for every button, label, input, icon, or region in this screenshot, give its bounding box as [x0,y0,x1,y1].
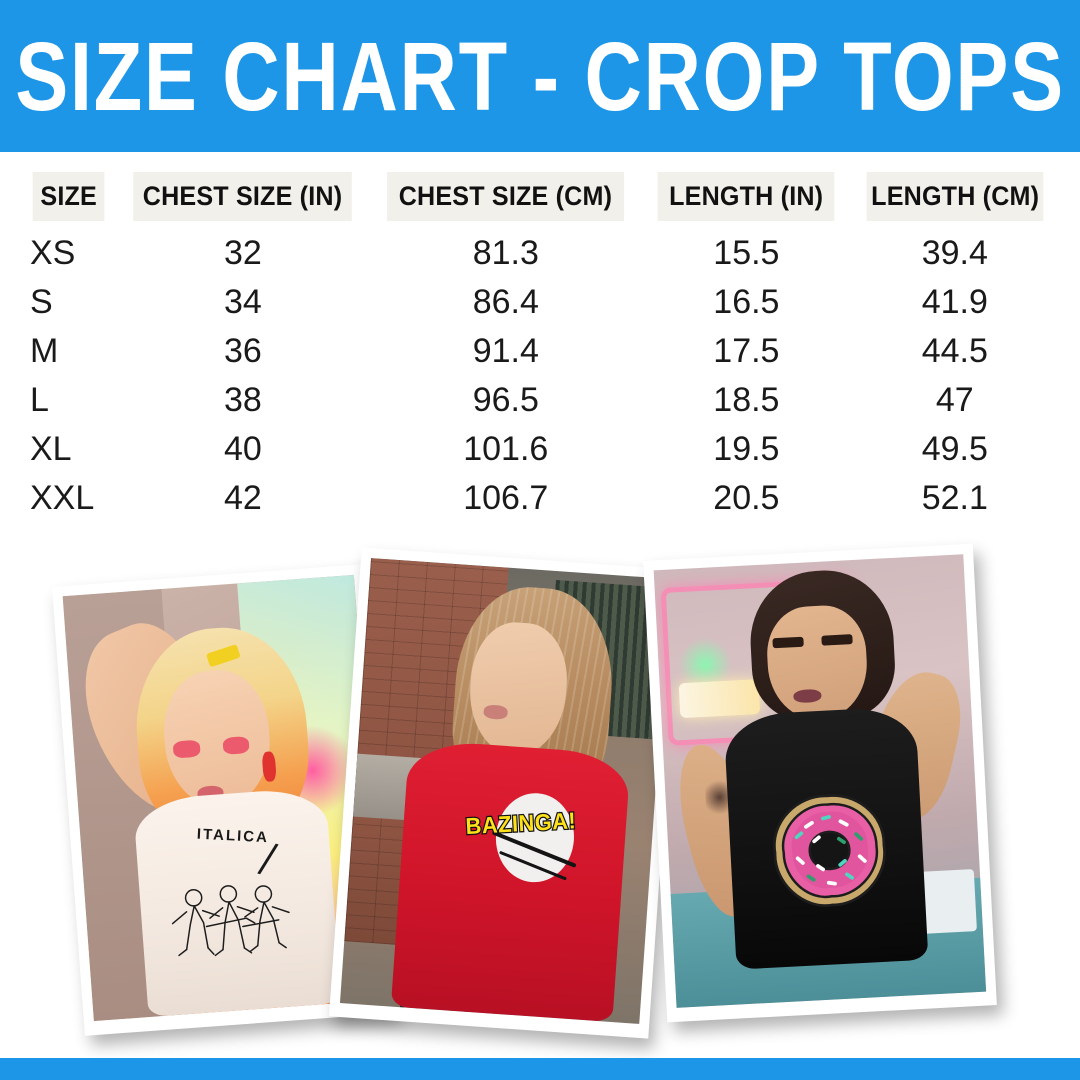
print-band-lineart [162,857,304,982]
header-banner: SIZE CHART - CROP TOPS [0,0,1080,152]
cell-chest-cm: 96.5 [472,381,539,419]
cell-length-cm: 39.4 [921,234,988,272]
table-body: XS 32 81.3 15.5 39.4 S 34 86.4 16.5 41.9… [0,229,1080,523]
cell-chest-in: 40 [223,430,262,468]
cell-length-cm: 44.5 [921,332,988,370]
cell-length-cm: 47 [935,381,974,419]
product-photo-italica: ITALICA [51,564,397,1036]
cell-size: XS [30,234,76,272]
cell-size: L [30,381,49,419]
table-row: M 36 91.4 17.5 44.5 [0,327,1080,376]
column-header-length-in: LENGTH (IN) [657,172,835,221]
photo-image-bazinga: BAZINGA! [339,558,671,1024]
product-photo-bazinga: BAZINGA! [328,547,682,1039]
photo-image-donut [653,554,987,1008]
cell-length-cm: 52.1 [921,479,988,517]
backdrop-neon-sign [678,678,761,719]
model-brow-left [772,637,804,649]
cell-chest-cm: 101.6 [463,430,549,468]
cell-length-in: 20.5 [713,479,780,517]
cell-chest-in: 38 [223,381,262,419]
cell-length-in: 15.5 [713,234,780,272]
photo-image-italica: ITALICA [62,574,386,1022]
size-chart-table: SIZE CHEST SIZE (IN) CHEST SIZE (CM) LEN… [0,172,1080,523]
cell-length-cm: 49.5 [921,430,988,468]
cell-length-in: 19.5 [713,430,780,468]
cell-length-in: 18.5 [713,381,780,419]
cell-length-in: 16.5 [713,283,780,321]
cell-length-in: 17.5 [713,332,780,370]
table-row: XL 40 101.6 19.5 49.5 [0,425,1080,474]
cell-chest-cm: 106.7 [463,479,549,517]
cell-size: XXL [30,479,95,517]
cell-chest-in: 42 [223,479,262,517]
column-header-size: SIZE [32,172,105,221]
table-row: XXL 42 106.7 20.5 52.1 [0,474,1080,523]
print-donut-graphic [764,769,896,933]
cell-chest-cm: 81.3 [472,234,539,272]
table-row: XS 32 81.3 15.5 39.4 [0,229,1080,278]
cell-size: S [30,283,53,321]
product-photo-gallery: ITALICA [0,0,1080,1039]
model-lips [483,704,509,720]
cell-size: XL [30,430,72,468]
cell-chest-in: 32 [223,234,262,272]
garment-crop-top [390,739,631,1023]
column-header-chest-in: CHEST SIZE (IN) [133,172,353,221]
product-photo-donut [643,543,997,1023]
cell-chest-cm: 86.4 [472,283,539,321]
cell-chest-in: 36 [223,332,262,370]
table-row: S 34 86.4 16.5 41.9 [0,278,1080,327]
cell-chest-cm: 91.4 [472,332,539,370]
cell-chest-in: 34 [223,283,262,321]
table-header-row: SIZE CHEST SIZE (IN) CHEST SIZE (CM) LEN… [0,172,1080,221]
page-title: SIZE CHART - CROP TOPS [15,21,1065,131]
column-header-chest-cm: CHEST SIZE (CM) [387,172,625,221]
table-row: L 38 96.5 18.5 47 [0,376,1080,425]
cell-length-cm: 41.9 [921,283,988,321]
footer-bar [0,1058,1080,1080]
cell-size: M [30,332,59,370]
model-brow-right [821,634,854,646]
column-header-length-cm: LENGTH (CM) [866,172,1044,221]
